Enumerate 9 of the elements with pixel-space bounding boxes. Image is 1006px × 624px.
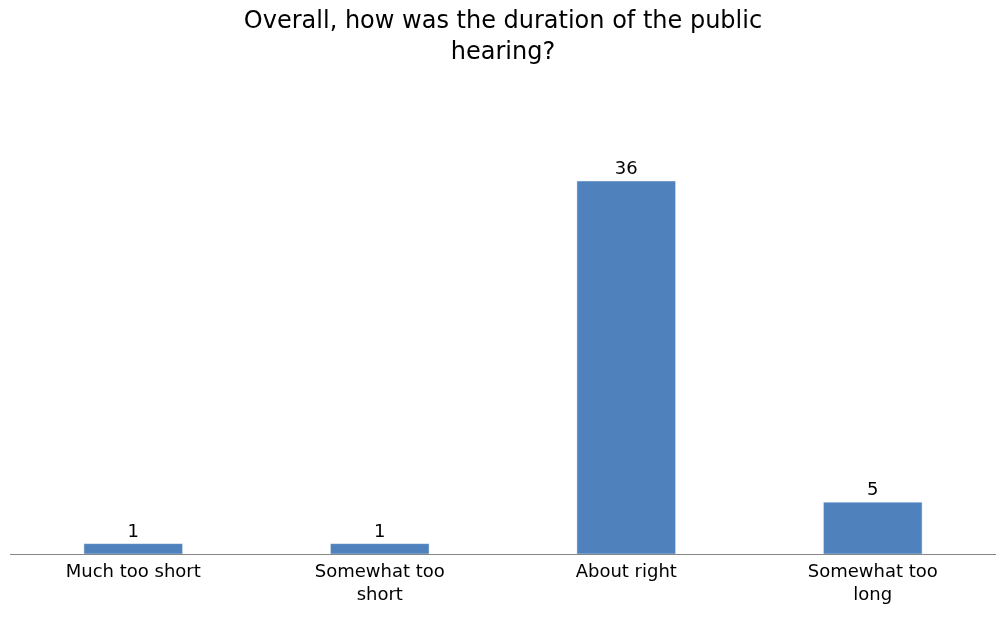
chart-title: Overall, how was the duration of the public hearing?: [243, 6, 763, 66]
data-label: 5: [867, 478, 879, 500]
x-tick-label: Much too short: [65, 559, 201, 581]
x-tick-label: About right: [575, 559, 677, 581]
x-tick-label: Somewhat too long: [807, 559, 938, 604]
data-label: 1: [374, 519, 386, 541]
data-label: 36: [614, 157, 638, 179]
data-label: 1: [127, 519, 139, 541]
x-tick-label: Somewhat too short: [314, 559, 445, 604]
